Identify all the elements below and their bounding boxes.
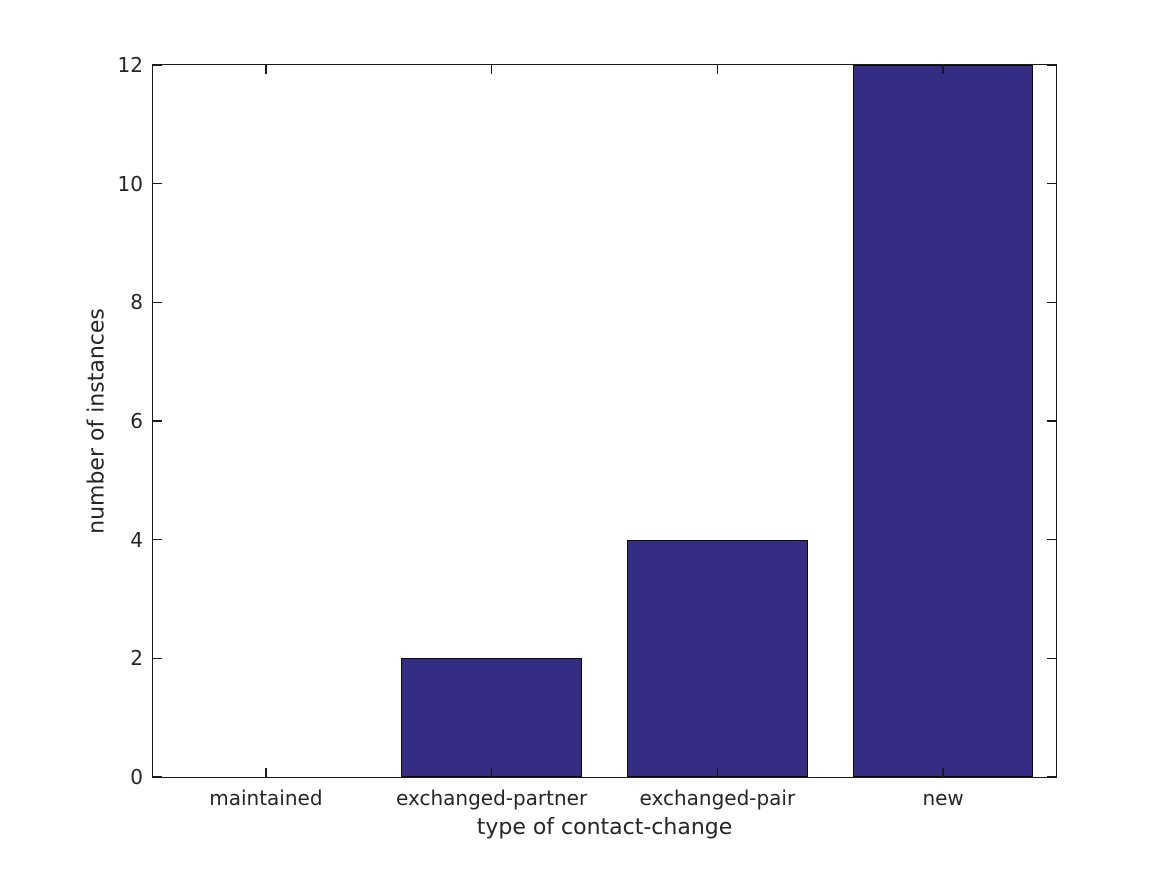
y-tick-right: [1047, 538, 1056, 541]
bar-exchanged-partner: [401, 658, 582, 777]
x-tick-top: [942, 65, 944, 74]
y-tick-left: [153, 776, 162, 778]
x-tick-bottom: [265, 768, 267, 777]
plot-area: maintained exchanged-partner exchanged-pai…: [118, 53, 1057, 810]
y-tick-left: [153, 657, 162, 660]
y-tick-right: [1047, 776, 1056, 778]
y-tick-left: [153, 182, 162, 185]
y-tick-label: 12: [117, 53, 143, 77]
y-tick-right: [1047, 182, 1056, 185]
bar-exchanged-pair: [627, 539, 808, 777]
y-tick-label: 4: [130, 527, 143, 552]
y-tick-label: 2: [130, 646, 143, 671]
x-tick-top: [716, 65, 719, 74]
y-tick-right: [1047, 420, 1056, 422]
x-tick-top: [265, 65, 267, 74]
x-axis-label: type of contact-change: [476, 815, 733, 840]
y-tick-left: [153, 301, 162, 304]
y-tick-label: 8: [130, 290, 143, 315]
y-tick-right: [1047, 657, 1056, 660]
y-tick-right: [1047, 301, 1056, 304]
y-tick-label: 10: [117, 171, 143, 196]
y-tick-left: [153, 420, 162, 422]
x-tick-bottom: [942, 768, 944, 777]
x-tick-bottom: [490, 768, 493, 777]
y-tick-label: 6: [130, 409, 143, 433]
x-tick-label: new: [922, 786, 964, 810]
bar-new: [852, 65, 1034, 777]
x-tick-label: maintained: [209, 786, 323, 810]
y-tick-right: [1047, 64, 1056, 66]
y-tick-left: [153, 64, 162, 66]
x-tick-bottom: [716, 768, 719, 777]
y-tick-label: 0: [130, 765, 143, 789]
x-tick-label: exchanged-pair: [639, 786, 796, 810]
x-tick-label: exchanged-partner: [396, 786, 588, 810]
x-tick-top: [490, 65, 493, 74]
y-tick-left: [153, 538, 162, 541]
